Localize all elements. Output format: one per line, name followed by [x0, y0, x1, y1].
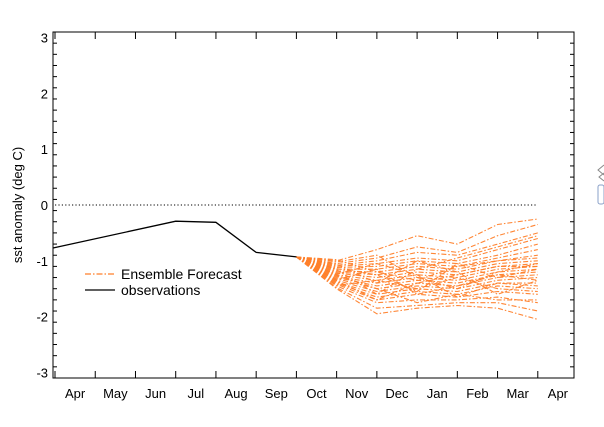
x-tick-label: May [103, 386, 128, 401]
y-tick-label: -3 [36, 365, 48, 380]
observations-line [52, 220, 297, 258]
ensemble-member-line [296, 256, 538, 298]
x-tick-label: Dec [385, 386, 409, 401]
x-tick-label: Sep [265, 386, 288, 401]
x-tick-label: Nov [345, 386, 369, 401]
ensemble-member-line [296, 256, 538, 279]
x-tick-label: Jul [188, 386, 205, 401]
ensemble-member-line [296, 256, 538, 301]
legend: Ensemble Forecast observations [85, 266, 242, 298]
ensemble-member-line [296, 232, 538, 266]
y-tick-label: 3 [41, 31, 48, 46]
ensemble-member-line [296, 256, 538, 281]
ensemble-member-line [296, 256, 538, 295]
x-tick-label: Apr [548, 386, 569, 401]
y-tick-label: -2 [36, 310, 48, 325]
ensemble-member-line [296, 254, 538, 290]
ensemble-member-line [296, 256, 538, 293]
x-tick-label: Aug [224, 386, 247, 401]
ensemble-member-line [296, 243, 538, 269]
scroll-handle-icon[interactable] [597, 163, 604, 205]
plot-frame [52, 31, 575, 379]
ensemble-member-line [296, 223, 538, 265]
ensemble-member-line [296, 256, 538, 293]
ensemble-member-line [296, 237, 538, 267]
observations-line-group [52, 220, 297, 258]
y-tick-label: -1 [36, 254, 48, 269]
ensemble-member-line [296, 256, 538, 320]
x-tick-label: Mar [506, 386, 529, 401]
x-tick-label: Feb [466, 386, 488, 401]
x-tick-label: Jun [145, 386, 166, 401]
ensemble-member-line [296, 218, 538, 262]
ensemble-member-line [296, 256, 538, 290]
ensemble-member-line [296, 256, 538, 304]
ensemble-member-line [296, 235, 538, 295]
y-axis-ticks: -3 -2 -1 0 1 2 3 [36, 31, 574, 380]
ensemble-member-line [296, 256, 538, 301]
ensemble-member-line [296, 254, 538, 273]
x-tick-label: Oct [306, 386, 327, 401]
y-tick-label: 0 [41, 198, 48, 213]
y-tick-label: 1 [41, 142, 48, 157]
x-tick-label: Apr [65, 386, 86, 401]
legend-ensemble-label: Ensemble Forecast [121, 266, 242, 282]
ensemble-member-line [296, 256, 538, 298]
y-tick-label: 2 [41, 86, 48, 101]
ensemble-forecast-lines [296, 218, 538, 320]
x-tick-label: Jan [427, 386, 448, 401]
legend-observations-label: observations [121, 282, 200, 298]
x-axis-ticks: Apr May Jun Jul Aug Sep Oct Nov Dec Jan Feb Mar Apr [54, 32, 569, 401]
y-axis-title: sst anomaly (deg C) [10, 147, 25, 263]
